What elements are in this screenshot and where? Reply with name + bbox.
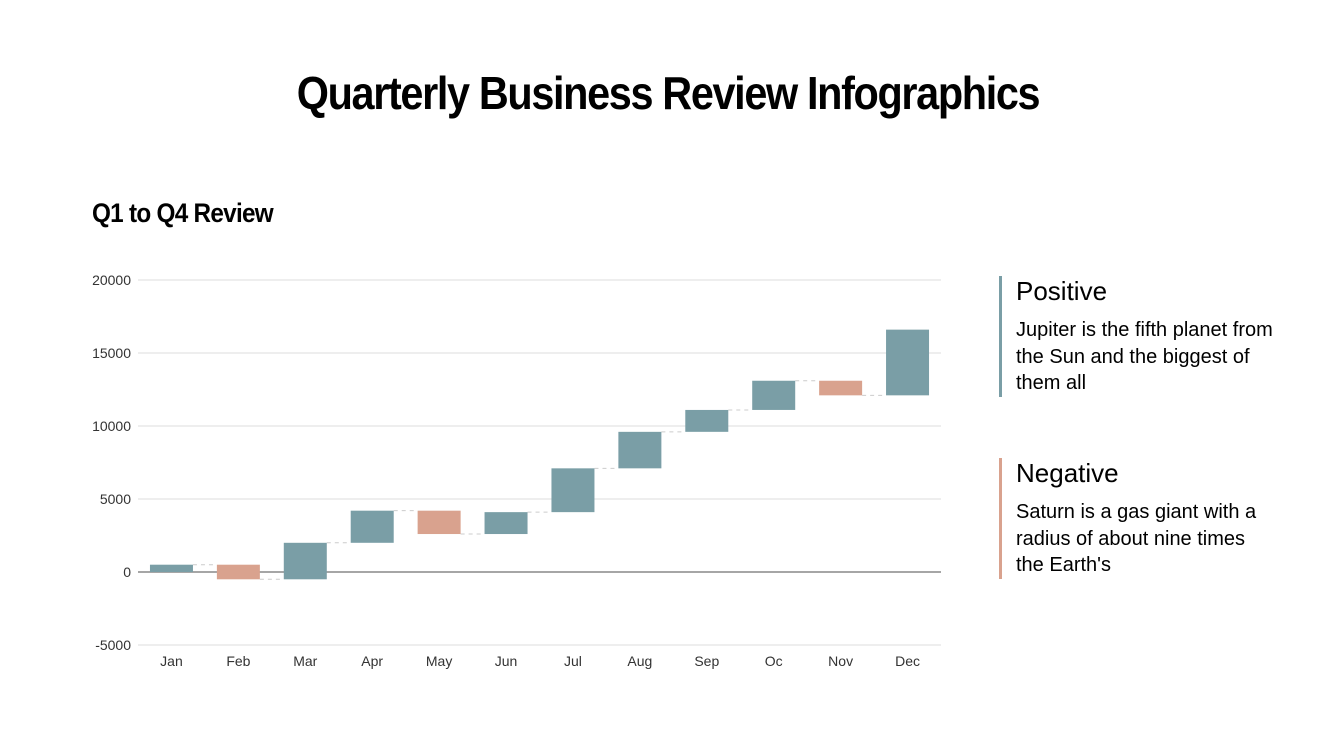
bar-nov [819, 380, 863, 396]
y-tick-label: 5000 [100, 491, 131, 507]
bar-jul [551, 468, 595, 513]
bar-mar [283, 542, 327, 580]
x-tick-label: Mar [293, 653, 317, 669]
bar-jan [149, 564, 193, 572]
chart-title: Q1 to Q4 Review [92, 198, 274, 228]
x-tick-label: May [426, 653, 452, 669]
legend-positive: Positive Jupiter is the fifth planet fro… [999, 276, 1276, 397]
x-tick-label: Nov [828, 653, 853, 669]
legend-negative-title: Negative [1016, 458, 1119, 488]
y-tick-label: 20000 [92, 272, 131, 288]
bar-may [417, 510, 461, 535]
legend-positive-text: Jupiter is the fifth planet from the Sun… [1016, 319, 1273, 394]
x-tick-label: Jun [495, 653, 518, 669]
y-tick-label: 0 [123, 564, 131, 580]
page-title: Quarterly Business Review Infographics [296, 67, 1041, 119]
bar-apr [350, 510, 394, 543]
bar-sep [685, 409, 729, 432]
y-tick-label: -5000 [95, 637, 131, 653]
bar-aug [618, 431, 662, 469]
y-tick-label: 10000 [92, 418, 131, 434]
legend-negative: Negative Saturn is a gas giant with a ra… [999, 458, 1276, 579]
x-tick-label: Sep [694, 653, 719, 669]
x-tick-label: Dec [895, 653, 920, 669]
legend-positive-title: Positive [1016, 276, 1108, 306]
bar-oc [752, 380, 796, 410]
x-tick-label: Jan [160, 653, 183, 669]
x-tick-label: Feb [226, 653, 250, 669]
x-tick-label: Apr [361, 653, 383, 669]
bar-feb [216, 564, 260, 580]
x-tick-label: Oc [765, 653, 783, 669]
x-tick-label: Aug [627, 653, 652, 669]
bar-jun [484, 512, 528, 535]
legend-negative-text: Saturn is a gas giant with a radius of a… [1016, 501, 1257, 576]
y-tick-label: 15000 [92, 345, 131, 361]
bar-dec [886, 329, 930, 396]
x-tick-label: Jul [564, 653, 582, 669]
